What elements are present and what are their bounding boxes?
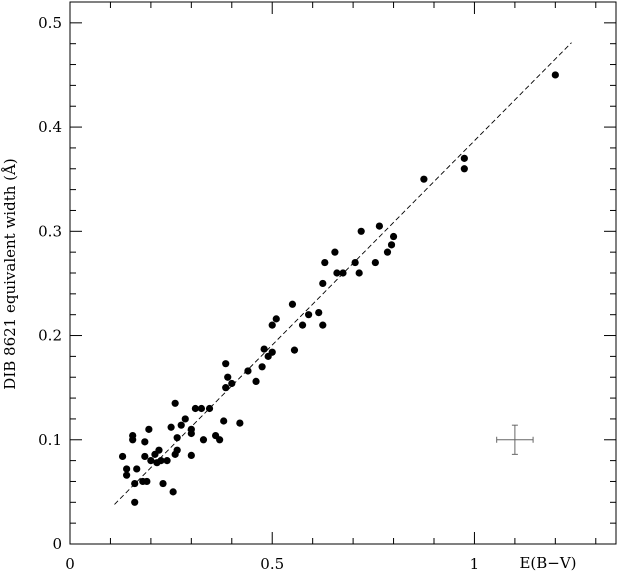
data-point [157, 457, 165, 465]
data-point [145, 425, 153, 433]
data-point [298, 321, 307, 329]
data-point [319, 321, 327, 329]
data-point [244, 367, 252, 375]
data-point [290, 346, 299, 354]
data-point [387, 241, 396, 249]
x-axis-title: E(B−V) [519, 554, 576, 572]
data-point [222, 384, 230, 392]
data-point [191, 404, 199, 413]
data-point [167, 423, 175, 431]
data-point [389, 232, 398, 241]
axis-ticks [69, 1, 616, 545]
data-point [187, 425, 195, 433]
data-point [205, 404, 214, 413]
y-tick-label: 0.4 [38, 118, 62, 136]
data-point [375, 222, 383, 230]
data-point [305, 311, 313, 319]
data-point [236, 419, 244, 427]
y-tick-label: 0.2 [38, 327, 62, 345]
data-point [173, 446, 181, 454]
data-point [228, 379, 236, 388]
data-point [129, 432, 137, 440]
y-tick-label: 0 [52, 535, 62, 553]
data-point [123, 465, 131, 473]
data-point [319, 279, 327, 288]
data-point [371, 258, 379, 267]
data-point [355, 269, 363, 277]
x-tick-label: 1 [470, 555, 480, 573]
data-point [551, 71, 559, 79]
data-points [118, 71, 559, 506]
data-point [131, 479, 139, 488]
data-point [288, 300, 297, 308]
data-point [177, 421, 185, 429]
data-point [155, 446, 163, 454]
data-point [272, 315, 280, 323]
y-tick-label: 0.1 [38, 431, 62, 449]
data-point [331, 248, 339, 256]
data-point [143, 477, 151, 486]
data-point [321, 258, 329, 267]
data-point [252, 377, 260, 385]
data-point [258, 363, 266, 371]
data-point [169, 488, 177, 496]
y-axis-title: DIB 8621 equivalent width (Å) [1, 158, 19, 389]
tick-labels: 0 0.5 1 0 0.1 0.2 0.3 0.4 0.5 [38, 14, 479, 573]
data-point [268, 348, 276, 356]
data-point [187, 451, 195, 460]
data-point [173, 434, 181, 442]
data-point [460, 154, 468, 162]
data-point [460, 165, 468, 173]
data-point [118, 452, 127, 461]
data-point [339, 269, 347, 277]
data-point [133, 465, 141, 473]
data-point [268, 321, 276, 329]
data-point [163, 457, 171, 465]
data-point [147, 457, 155, 465]
data-point [383, 248, 392, 256]
data-point [141, 438, 149, 446]
data-point [123, 471, 131, 479]
data-point [141, 452, 149, 461]
data-point [220, 417, 228, 425]
x-tick-label: 0 [65, 555, 75, 573]
y-tick-label: 0.3 [38, 222, 62, 240]
data-point [420, 175, 428, 183]
typical-error-bar [496, 424, 534, 455]
data-point [357, 227, 365, 235]
data-point [159, 479, 167, 488]
y-tick-label: 0.5 [38, 14, 62, 32]
data-point [199, 436, 208, 444]
data-point [216, 436, 224, 444]
data-point [224, 373, 232, 381]
data-point [260, 345, 268, 353]
data-point [315, 309, 323, 317]
data-point [222, 360, 230, 368]
data-point [131, 498, 139, 506]
data-point [333, 269, 341, 277]
data-point [171, 399, 179, 407]
data-point [351, 258, 359, 267]
x-tick-label: 0.5 [260, 555, 284, 573]
data-point [197, 404, 206, 413]
data-point [181, 415, 189, 423]
